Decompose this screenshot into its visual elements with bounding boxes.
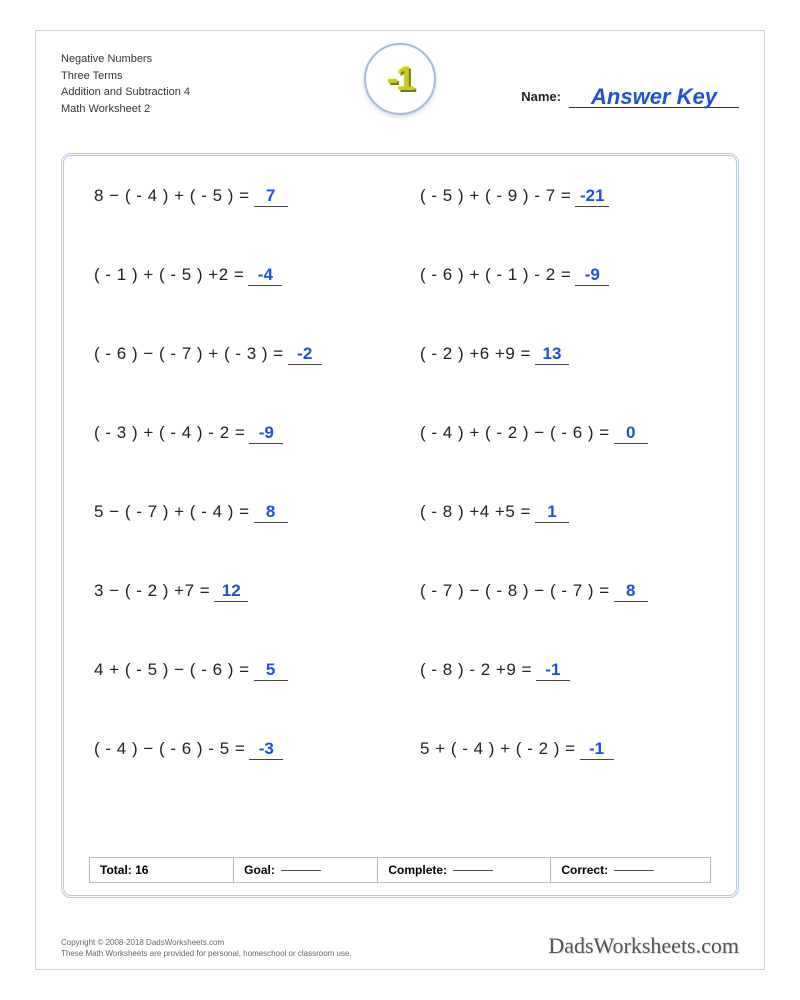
name-line: Answer Key (569, 81, 739, 108)
problem-expr: ( - 4 ) + ( - 2 ) − ( - 6 ) = (420, 423, 610, 443)
problem-row: 4 + ( - 5 ) − ( - 6 ) =5 (94, 660, 380, 681)
problem-expr: ( - 6 ) − ( - 7 ) + ( - 3 ) = (94, 344, 284, 364)
problem-expr: 5 + ( - 4 ) + ( - 2 ) = (420, 739, 576, 759)
problem-answer: -3 (249, 739, 283, 760)
copyright-line-2: These Math Worksheets are provided for p… (61, 949, 352, 959)
badge-ring: -1 (364, 43, 436, 115)
problem-expr: 4 + ( - 5 ) − ( - 6 ) = (94, 660, 250, 680)
score-correct-label: Correct: (561, 863, 608, 877)
problem-row: ( - 5 ) + ( - 9 ) - 7 =-21 (420, 186, 706, 207)
problem-answer: 0 (614, 423, 648, 444)
score-total: Total: 16 (90, 858, 234, 882)
problem-expr: 8 − ( - 4 ) + ( - 5 ) = (94, 186, 250, 206)
problem-row: 3 − ( - 2 ) +7 =12 (94, 581, 380, 602)
problem-answer: 13 (535, 344, 569, 365)
problem-expr: ( - 8 ) - 2 +9 = (420, 660, 532, 680)
problem-row: ( - 3 ) + ( - 4 ) - 2 =-9 (94, 423, 380, 444)
title-line-4: Math Worksheet 2 (61, 101, 261, 118)
copyright-line-1: Copyright © 2008-2018 DadsWorksheets.com (61, 938, 352, 948)
answer-key-text: Answer Key (591, 84, 717, 109)
title-lines: Negative Numbers Three Terms Addition an… (61, 51, 261, 141)
header: Negative Numbers Three Terms Addition an… (61, 51, 739, 141)
title-line-1: Negative Numbers (61, 51, 261, 68)
score-correct-blank (614, 870, 654, 871)
problem-answer: 8 (614, 581, 648, 602)
problem-row: ( - 4 ) + ( - 2 ) − ( - 6 ) =0 (420, 423, 706, 444)
score-complete-label: Complete: (388, 863, 447, 877)
problem-row: 5 + ( - 4 ) + ( - 2 ) =-1 (420, 739, 706, 760)
score-complete: Complete: (378, 858, 551, 882)
problem-expr: 3 − ( - 2 ) +7 = (94, 581, 210, 601)
title-line-2: Three Terms (61, 68, 261, 85)
problem-answer: -9 (575, 265, 609, 286)
footer: Copyright © 2008-2018 DadsWorksheets.com… (61, 933, 739, 959)
problem-expr: ( - 2 ) +6 +9 = (420, 344, 531, 364)
copyright: Copyright © 2008-2018 DadsWorksheets.com… (61, 938, 352, 959)
title-line-3: Addition and Subtraction 4 (61, 84, 261, 101)
problem-expr: ( - 8 ) +4 +5 = (420, 502, 531, 522)
problem-answer: -4 (248, 265, 282, 286)
problem-expr: 5 − ( - 7 ) + ( - 4 ) = (94, 502, 250, 522)
problems-grid: 8 − ( - 4 ) + ( - 5 ) =7 ( - 5 ) + ( - 9… (94, 186, 706, 760)
brand-logo: DadsWorksheets.com (548, 933, 739, 959)
problem-row: ( - 2 ) +6 +9 =13 (420, 344, 706, 365)
problem-expr: ( - 5 ) + ( - 9 ) - 7 = (420, 186, 571, 206)
name-label: Name: (521, 89, 561, 104)
problem-row: 8 − ( - 4 ) + ( - 5 ) =7 (94, 186, 380, 207)
problem-row: ( - 1 ) + ( - 5 ) +2 =-4 (94, 265, 380, 286)
problem-answer: -21 (575, 186, 609, 207)
problem-answer: 7 (254, 186, 288, 207)
score-bar: Total: 16 Goal: Complete: Correct: (89, 857, 711, 883)
problem-answer: 1 (535, 502, 569, 523)
name-field: Name: Answer Key (521, 81, 739, 108)
badge: -1 (364, 43, 436, 115)
score-goal-blank (281, 870, 321, 871)
score-correct: Correct: (551, 858, 710, 882)
problem-row: ( - 7 ) − ( - 8 ) − ( - 7 ) =8 (420, 581, 706, 602)
problem-expr: ( - 1 ) + ( - 5 ) +2 = (94, 265, 244, 285)
score-complete-blank (453, 870, 493, 871)
problem-expr: ( - 4 ) − ( - 6 ) - 5 = (94, 739, 245, 759)
score-goal-label: Goal: (244, 863, 275, 877)
problem-row: ( - 8 ) - 2 +9 =-1 (420, 660, 706, 681)
problem-answer: -9 (249, 423, 283, 444)
problem-row: ( - 8 ) +4 +5 =1 (420, 502, 706, 523)
problem-expr: ( - 7 ) − ( - 8 ) − ( - 7 ) = (420, 581, 610, 601)
problems-frame: 8 − ( - 4 ) + ( - 5 ) =7 ( - 5 ) + ( - 9… (61, 153, 739, 898)
problem-answer: 8 (254, 502, 288, 523)
problem-row: ( - 6 ) − ( - 7 ) + ( - 3 ) =-2 (94, 344, 380, 365)
problem-answer: 5 (254, 660, 288, 681)
worksheet-page: Negative Numbers Three Terms Addition an… (35, 30, 765, 970)
problem-answer: -1 (580, 739, 614, 760)
score-goal: Goal: (234, 858, 378, 882)
problem-expr: ( - 3 ) + ( - 4 ) - 2 = (94, 423, 245, 443)
score-total-label: Total: 16 (100, 863, 148, 877)
problem-answer: 12 (214, 581, 248, 602)
problem-row: 5 − ( - 7 ) + ( - 4 ) =8 (94, 502, 380, 523)
badge-text: -1 (387, 60, 413, 99)
problem-row: ( - 4 ) − ( - 6 ) - 5 =-3 (94, 739, 380, 760)
problem-row: ( - 6 ) + ( - 1 ) - 2 =-9 (420, 265, 706, 286)
problem-answer: -2 (288, 344, 322, 365)
problem-expr: ( - 6 ) + ( - 1 ) - 2 = (420, 265, 571, 285)
problem-answer: -1 (536, 660, 570, 681)
